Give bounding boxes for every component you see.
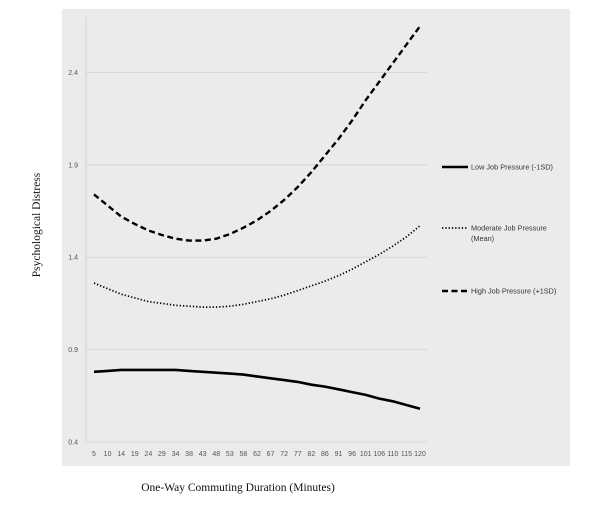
- legend-label: Moderate Job Pressure: [471, 224, 547, 233]
- gridlines: [85, 17, 427, 443]
- x-tick-label: 48: [212, 451, 220, 458]
- x-tick-label: 67: [267, 451, 275, 458]
- x-tick-label: 96: [348, 451, 356, 458]
- x-tick-label: 82: [307, 451, 315, 458]
- y-tick-label: 2.4: [68, 70, 78, 77]
- x-axis-title: One-Way Commuting Duration (Minutes): [141, 482, 335, 494]
- x-tick-label: 62: [253, 451, 261, 458]
- y-tick-labels: 0.4 0.9 1.4 1.9 2.4: [68, 70, 78, 447]
- y-tick-label: 1.9: [68, 162, 78, 169]
- x-tick-label: 43: [199, 451, 207, 458]
- x-tick-label: 77: [294, 451, 302, 458]
- series-line-3: [93, 25, 421, 242]
- legend: Low Job Pressure (-1SD) Moderate Job Pres…: [442, 163, 556, 296]
- x-tick-label: 5: [92, 451, 96, 458]
- series-lines: [93, 25, 421, 410]
- legend-label: High Job Pressure (+1SD): [471, 287, 556, 296]
- legend-label-cont: (Mean): [471, 234, 494, 243]
- y-axis-title: Psychological Distress: [31, 172, 43, 277]
- x-tick-label: 115: [401, 451, 412, 458]
- x-tick-label: 34: [172, 451, 180, 458]
- series-line-1: [93, 368, 421, 410]
- plot-area: [86, 17, 427, 442]
- legend-label: Low Job Pressure (-1SD): [471, 163, 553, 172]
- x-tick-labels: 5 10 14 19 24 29 34 38 43 48 53 58 62 67 72 77 82 86 91 96 1…: [92, 451, 426, 458]
- x-tick-label: 91: [335, 451, 343, 458]
- y-tick-label: 0.4: [68, 440, 78, 447]
- x-tick-label: 29: [158, 451, 166, 458]
- x-tick-label: 58: [240, 451, 248, 458]
- y-tick-label: 0.9: [68, 347, 78, 354]
- x-tick-label: 110: [387, 451, 398, 458]
- x-tick-label: 86: [321, 451, 329, 458]
- x-tick-label: 101: [360, 451, 372, 458]
- x-tick-label: 19: [131, 451, 139, 458]
- x-tick-label: 24: [144, 451, 152, 458]
- x-tick-label: 53: [226, 451, 234, 458]
- x-tick-label: 10: [104, 451, 112, 458]
- x-tick-label: 120: [414, 451, 426, 458]
- x-tick-label: 106: [373, 451, 385, 458]
- y-tick-label: 1.4: [68, 255, 78, 262]
- x-tick-label: 38: [185, 451, 193, 458]
- x-tick-label: 72: [280, 451, 288, 458]
- x-tick-label: 14: [117, 451, 125, 458]
